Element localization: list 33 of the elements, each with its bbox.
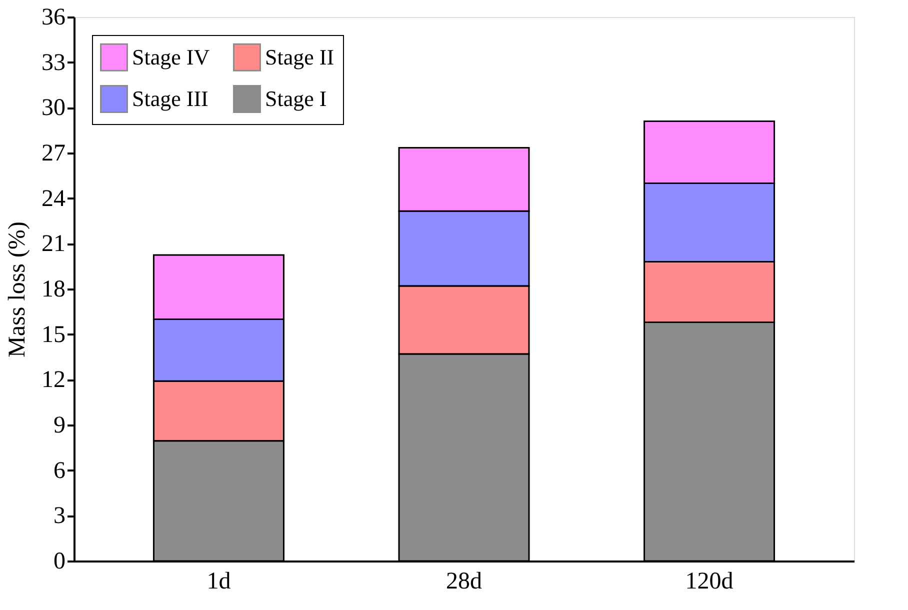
legend-label: Stage I — [265, 86, 327, 111]
y-tick-label: 15 — [42, 322, 66, 348]
y-tick-label: 24 — [42, 186, 66, 212]
x-tick-label: 1d — [206, 568, 231, 594]
bar — [644, 120, 776, 184]
bar — [398, 353, 530, 562]
bar — [644, 182, 776, 263]
bar — [398, 210, 530, 287]
y-tick-label: 0 — [54, 548, 66, 574]
y-tick-label: 36 — [42, 4, 66, 30]
y-tick-label: 21 — [42, 231, 66, 258]
x-tick-label: 120d — [685, 568, 734, 594]
bar — [644, 321, 776, 562]
bar — [152, 380, 284, 442]
legend-label: Stage II — [265, 44, 334, 70]
y-tick-label: 33 — [42, 50, 66, 76]
y-tick-label: 6 — [54, 458, 66, 484]
y-tick-label: 27 — [42, 140, 66, 166]
y-tick-label: 12 — [42, 367, 66, 394]
y-tick-label: 18 — [42, 276, 66, 302]
bar — [152, 318, 284, 382]
bar — [152, 440, 284, 562]
x-tick-label: 28d — [446, 568, 482, 594]
bar — [152, 254, 284, 320]
y-tick-label: 3 — [54, 503, 66, 530]
y-tick-label: 9 — [54, 412, 66, 438]
bar — [398, 285, 530, 355]
legend-label: Stage III — [132, 86, 208, 111]
bar — [398, 146, 530, 212]
y-tick-label: 30 — [42, 95, 66, 122]
legend-label: Stage IV — [132, 44, 210, 70]
y-axis-title: Mass loss (%) — [4, 222, 30, 358]
bar — [644, 261, 776, 323]
